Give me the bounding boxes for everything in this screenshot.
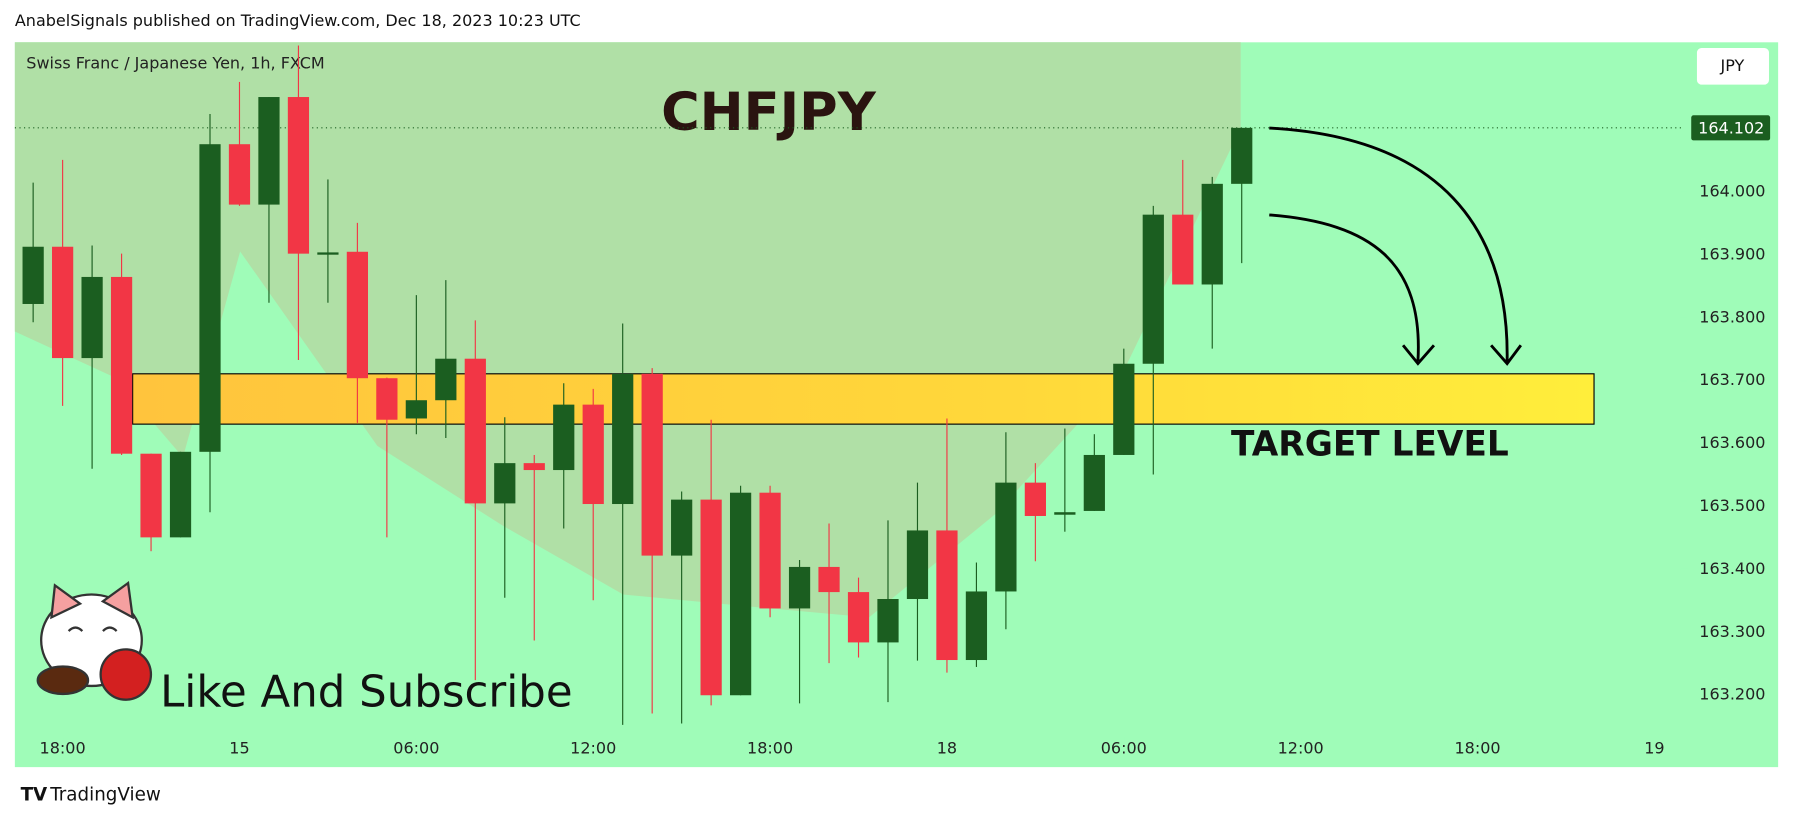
candle-body <box>110 276 133 454</box>
candle-body <box>435 358 457 401</box>
candle-body <box>612 373 634 505</box>
x-tick-label: 06:00 <box>1101 738 1147 757</box>
candle-body <box>376 378 398 420</box>
candle-body <box>169 451 192 538</box>
candle-body <box>1201 183 1223 285</box>
candle-body <box>464 358 486 504</box>
x-tick-label: 19 <box>1644 738 1664 757</box>
candle-body <box>494 463 516 504</box>
target-zone <box>132 373 1595 425</box>
x-tick-label: 18:00 <box>747 738 793 757</box>
y-tick-label: 163.800 <box>1699 307 1765 326</box>
y-tick-label: 163.700 <box>1699 370 1765 389</box>
y-tick-label: 163.400 <box>1699 559 1765 578</box>
candle-body <box>906 530 929 600</box>
shaded-area <box>14 42 1241 618</box>
candle-body <box>1054 512 1076 515</box>
logo-mark: TV <box>21 785 48 806</box>
x-tick-label: 18:00 <box>1454 738 1500 757</box>
mascot <box>36 581 153 701</box>
last-price-label: 164.102 <box>1698 118 1764 137</box>
y-tick-label: 163.600 <box>1699 433 1765 452</box>
candle-body <box>317 252 339 255</box>
candle-body <box>1083 454 1105 511</box>
candle-body <box>641 373 663 556</box>
candle-body <box>523 463 545 471</box>
x-tick-label: 12:00 <box>570 738 616 757</box>
y-tick-label: 163.900 <box>1699 244 1765 263</box>
cta: Like And Subscribe <box>160 668 572 718</box>
candle-body <box>287 97 310 254</box>
chart-title: CHFJPY <box>661 82 877 143</box>
candle-body <box>228 144 251 205</box>
candle-body <box>346 251 369 379</box>
y-tick-label: 163.500 <box>1699 496 1765 515</box>
candle-body <box>199 144 221 452</box>
candle-body <box>995 482 1017 592</box>
candle-body <box>405 400 427 419</box>
candle-body <box>1142 214 1164 364</box>
currency-box <box>1696 48 1769 85</box>
candle-body <box>671 499 693 556</box>
x-tick-label: 18 <box>937 738 957 757</box>
candle-body <box>847 592 870 643</box>
candle-body <box>700 499 722 696</box>
candle-body <box>1231 127 1253 184</box>
header: AnabelSignals published on TradingView.c… <box>15 11 581 30</box>
arrow <box>1269 126 1522 366</box>
footer-brand: TradingView <box>49 785 161 806</box>
candle-body <box>965 591 988 661</box>
x-tick-label: 15 <box>229 738 249 757</box>
candle-body <box>553 404 575 471</box>
last-price-box <box>1691 115 1771 141</box>
candle-body <box>788 566 811 609</box>
candle-body <box>759 492 781 609</box>
candle-body <box>81 276 103 359</box>
candle-body <box>258 97 280 205</box>
candle-body <box>22 246 44 304</box>
candle-body <box>1172 214 1194 285</box>
y-tick-label: 163.200 <box>1699 685 1765 704</box>
y-tick-label: 164.000 <box>1699 182 1765 201</box>
x-tick-label: 06:00 <box>393 738 439 757</box>
candle-body <box>729 492 752 696</box>
candle-body <box>582 404 604 505</box>
target-label: TARGET LEVEL <box>1231 424 1509 464</box>
x-tick-label: 18:00 <box>40 738 86 757</box>
x-tick-label: 12:00 <box>1278 738 1324 757</box>
candle-body <box>1113 363 1135 455</box>
candle-body <box>936 530 958 661</box>
candle-body <box>877 599 899 643</box>
candle-body <box>52 246 74 359</box>
candle-body <box>818 566 840 593</box>
y-tick-label: 163.300 <box>1699 622 1765 641</box>
candle-body <box>140 453 162 538</box>
currency: JPY <box>1719 56 1744 75</box>
subtitle: Swiss Franc / Japanese Yen, 1h, FXCM <box>26 54 324 73</box>
arrow <box>1269 213 1436 366</box>
candle-body <box>1024 482 1046 516</box>
